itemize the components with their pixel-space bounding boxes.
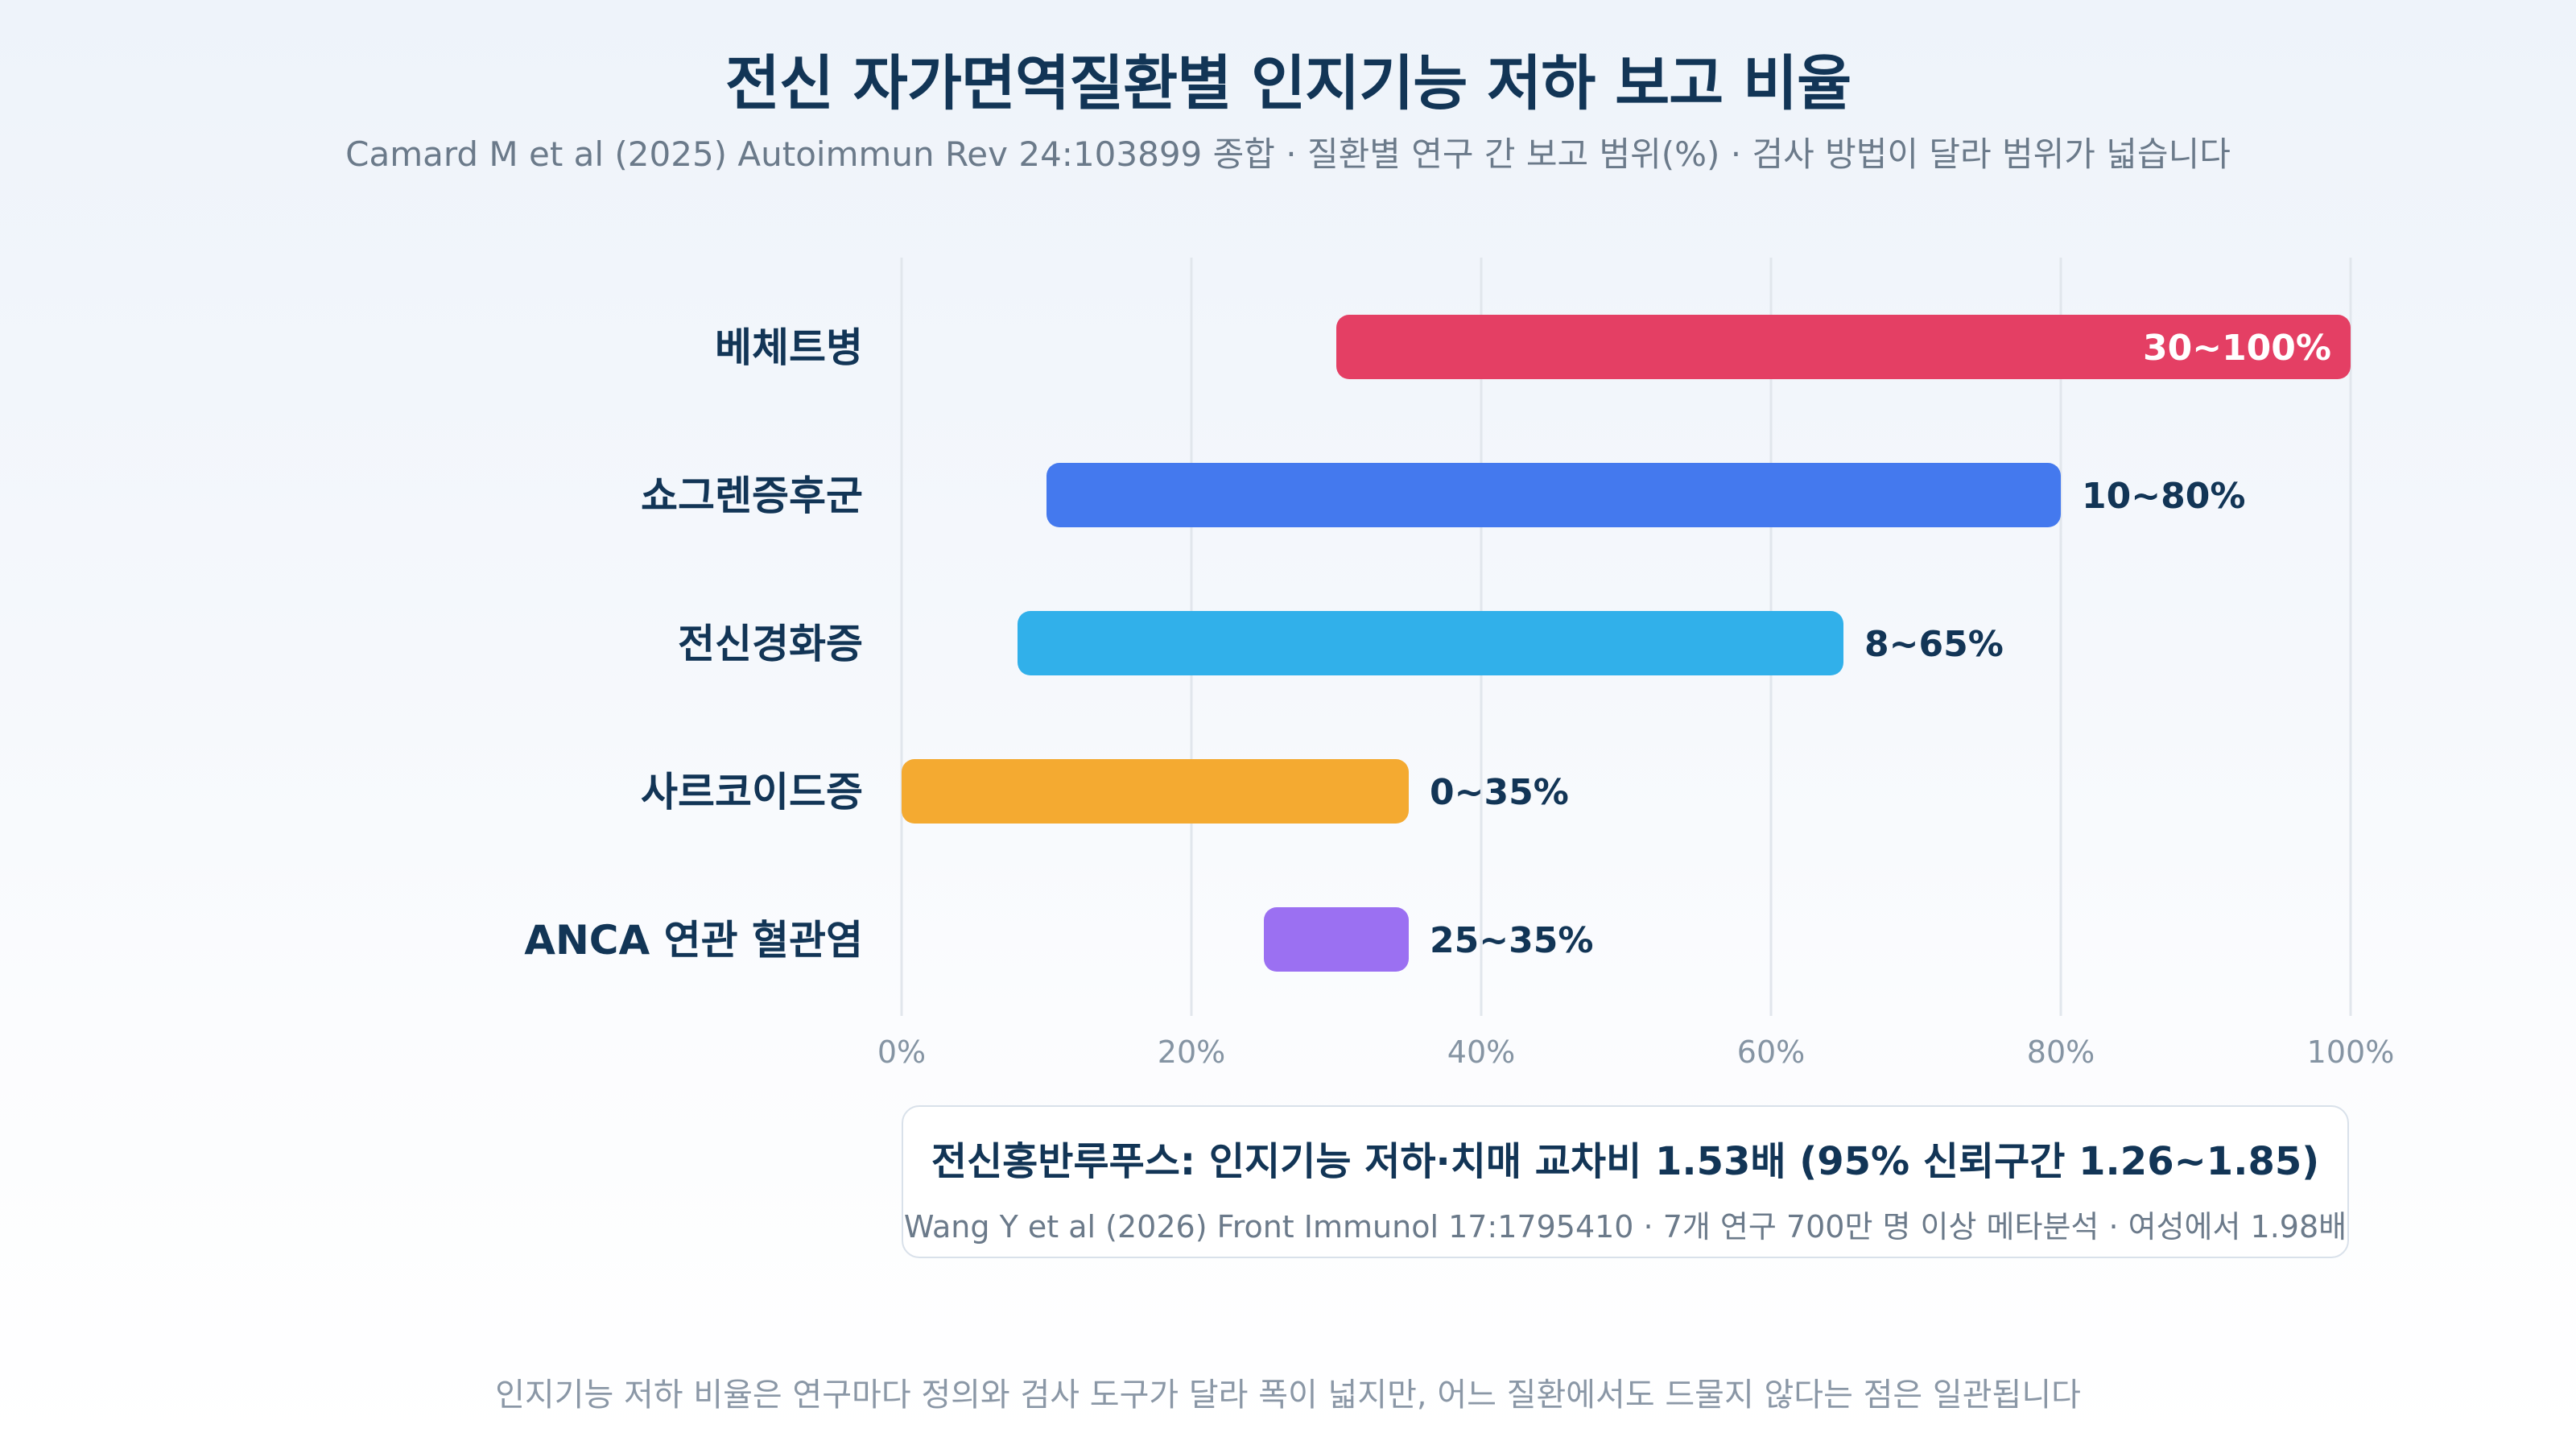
value-label: 30~100% bbox=[2143, 328, 2331, 369]
category-label: 베체트병 bbox=[715, 324, 863, 371]
range-bar-chart: 베체트병 30~100% 쇼그렌증후군 10~80% 전신경화증 8~65% 사르코이드증 0… bbox=[524, 258, 2394, 1070]
bar bbox=[902, 759, 1409, 824]
lupus-note-source: Wang Y et al (2026) Front Immunol 17:179… bbox=[903, 1209, 2347, 1245]
value-label: 8~65% bbox=[1864, 624, 2004, 665]
bar bbox=[1046, 463, 2061, 527]
category-label: ANCA 연관 혈관염 bbox=[524, 917, 863, 964]
category-label: 쇼그렌증후군 bbox=[641, 473, 863, 519]
labels: 베체트병 30~100% 쇼그렌증후군 10~80% 전신경화증 8~65% 사르코이드증 0… bbox=[524, 324, 2331, 964]
bar bbox=[1336, 315, 2351, 379]
value-label: 0~35% bbox=[1430, 772, 1569, 813]
bar bbox=[1264, 907, 1409, 972]
chart-title: 전신 자가면역질환별 인지기능 저하 보고 비율 bbox=[724, 49, 1852, 118]
x-tick-label: 100% bbox=[2307, 1034, 2395, 1070]
chart-subtitle: Camard M et al (2025) Autoimmun Rev 24:1… bbox=[345, 134, 2231, 174]
category-label: 전신경화증 bbox=[678, 621, 863, 667]
x-axis-ticks: 0% 20% 40% 60% 80% 100% bbox=[877, 1034, 2394, 1070]
x-tick-label: 60% bbox=[1737, 1034, 1805, 1070]
x-tick-label: 0% bbox=[877, 1034, 926, 1070]
x-tick-label: 40% bbox=[1447, 1034, 1515, 1070]
value-label: 25~35% bbox=[1430, 920, 1593, 961]
lupus-note-box: 전신홍반루푸스: 인지기능 저하·치매 교차비 1.53배 (95% 신뢰구간 … bbox=[902, 1105, 2349, 1258]
category-label: 사르코이드증 bbox=[641, 769, 863, 815]
footer-note: 인지기능 저하 비율은 연구마다 정의와 검사 도구가 달라 폭이 넓지만, 어… bbox=[495, 1377, 2081, 1414]
bars bbox=[902, 315, 2351, 972]
lupus-note-title: 전신홍반루푸스: 인지기능 저하·치매 교차비 1.53배 (95% 신뢰구간 … bbox=[931, 1139, 2320, 1184]
x-tick-label: 80% bbox=[2027, 1034, 2095, 1070]
value-label: 10~80% bbox=[2082, 476, 2245, 517]
bar bbox=[1018, 611, 1843, 675]
x-tick-label: 20% bbox=[1158, 1034, 1225, 1070]
